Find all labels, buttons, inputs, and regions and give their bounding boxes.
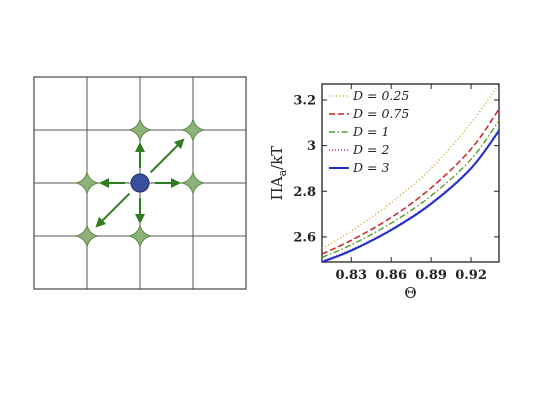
legend-label: D = 0.75 — [352, 106, 409, 121]
x-axis-label: Θ — [404, 284, 416, 302]
chart-panel: 0.83 0.86 0.89 0.922.62.833.2 D = 0.25D = 0… — [268, 83, 500, 302]
y-axis-label-main: ΠA — [268, 176, 286, 200]
x-tick-label: 0.83 — [335, 268, 367, 283]
lattice-site-shape — [128, 224, 152, 248]
legend: D = 0.25 D = 0.75 D = 1 D = 2 D = 3 — [329, 88, 409, 175]
plot-frame — [321, 83, 500, 263]
x-tick-label: 0.89 — [415, 268, 447, 283]
y-axis-label: ΠAa/kT — [268, 146, 289, 201]
lattice-site-shape — [181, 118, 205, 142]
y-tick-label: 2.8 — [293, 185, 316, 200]
particle-marker — [130, 173, 150, 193]
legend-label: D = 3 — [352, 160, 389, 175]
lattice-panel — [33, 76, 247, 290]
legend-label: D = 1 — [352, 124, 389, 139]
legend-label: D = 0.25 — [352, 88, 409, 103]
legend-label: D = 2 — [352, 142, 389, 157]
axis-ticks: 0.83 0.86 0.89 0.92 2.6 2.8 3 3.2 — [293, 84, 499, 283]
y-tick-label: 3.2 — [293, 93, 316, 108]
series-lines — [322, 84, 499, 262]
y-tick-label: 3 — [307, 139, 316, 154]
y-axis-label-subscript: a — [276, 169, 289, 176]
x-tick-label: 0.86 — [375, 268, 407, 283]
y-axis-label-suffix: /kT — [268, 146, 286, 170]
series-line — [322, 130, 499, 262]
x-tick-label: 0.92 — [455, 268, 487, 283]
hop-arrow — [149, 138, 185, 174]
y-tick-label: 2.6 — [293, 230, 316, 245]
lattice-site-shape — [128, 118, 152, 142]
lattice-site-shape — [75, 224, 99, 248]
hop-arrow — [95, 192, 131, 228]
series-line — [322, 108, 499, 255]
series-line — [322, 120, 499, 259]
lattice-site-shape — [75, 171, 99, 195]
lattice-site-shape — [181, 171, 205, 195]
series-line — [322, 84, 499, 249]
